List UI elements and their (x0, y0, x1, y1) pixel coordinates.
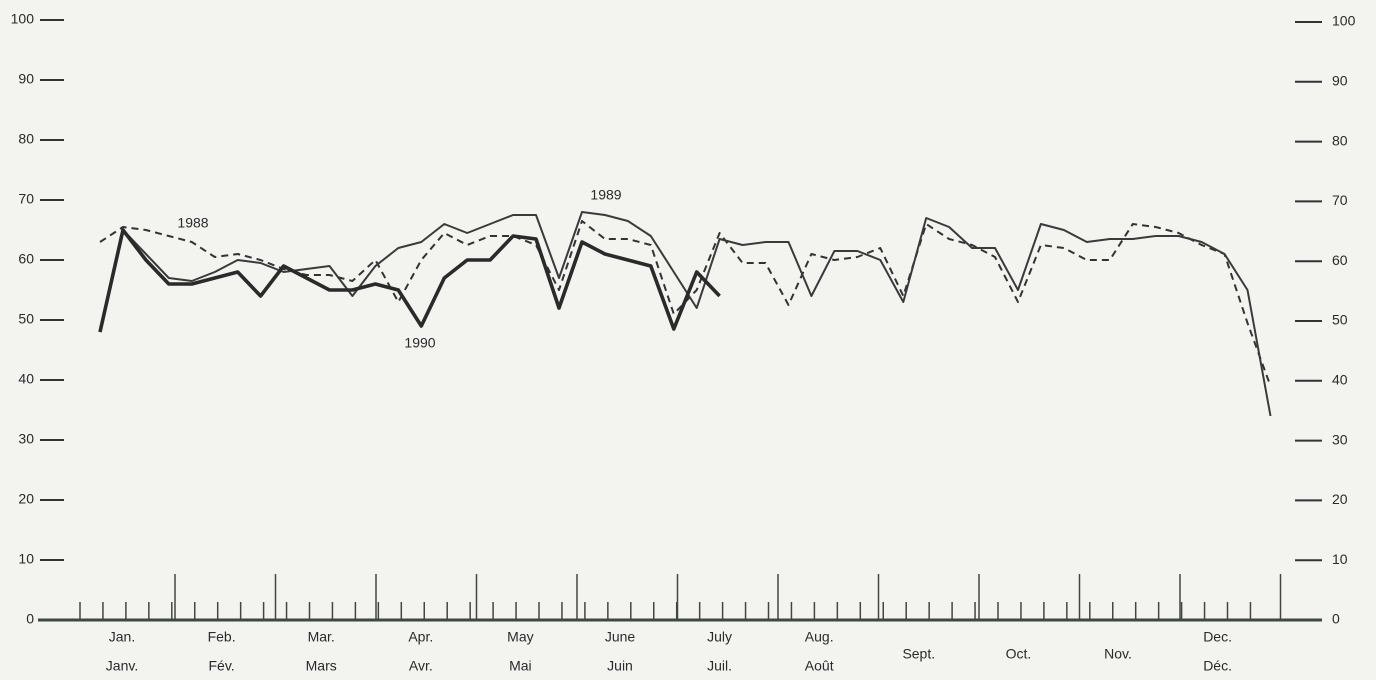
y-tick-label: 30 (18, 431, 34, 447)
month-label-fr: Janv. (106, 658, 138, 674)
month-label: Oct. (1006, 646, 1032, 662)
y2-tick-label: 100 (1332, 13, 1356, 29)
month-label-fr: Avr. (409, 658, 433, 674)
month-label-fr: Mars (306, 658, 337, 674)
month-label: Sept. (902, 646, 935, 662)
y-tick-label: 100 (11, 11, 35, 27)
y-tick-label: 70 (18, 191, 34, 207)
y-tick-label: 90 (18, 71, 34, 87)
month-label: Nov. (1104, 646, 1132, 662)
series-line (98, 228, 721, 333)
series-label: 1990 (404, 335, 435, 351)
month-label: Mar. (308, 629, 335, 645)
month-label: Feb. (208, 629, 236, 645)
month-label: June (605, 629, 636, 645)
series-label: 1989 (590, 187, 621, 203)
y2-tick-label: 60 (1332, 252, 1348, 268)
y2-tick-label: 0 (1332, 611, 1340, 627)
y2-tick-label: 50 (1332, 312, 1348, 328)
month-label-fr: Fév. (208, 658, 234, 674)
month-label: Jan. (109, 629, 135, 645)
month-label: July (707, 629, 732, 645)
y2-tick-label: 70 (1332, 192, 1348, 208)
series-label: 1988 (177, 215, 208, 231)
y-tick-label: 20 (18, 491, 34, 507)
month-label-fr: Déc. (1203, 658, 1232, 674)
month-label: May (507, 629, 533, 645)
month-label-fr: Août (805, 658, 834, 674)
month-label-fr: Juil. (707, 658, 732, 674)
y2-tick-label: 20 (1332, 491, 1348, 507)
month-label-fr: Juin (607, 658, 633, 674)
month-label-fr: Mai (509, 658, 532, 674)
month-label: Apr. (408, 629, 433, 645)
y2-tick-label: 40 (1332, 372, 1348, 388)
y2-tick-label: 80 (1332, 132, 1348, 148)
y-tick-label: 80 (18, 131, 34, 147)
y-tick-label: 60 (18, 251, 34, 267)
month-label: Dec. (1203, 629, 1232, 645)
y-tick-label: 50 (18, 311, 34, 327)
y2-tick-label: 30 (1332, 431, 1348, 447)
y2-tick-label: 90 (1332, 73, 1348, 89)
y-tick-label: 40 (18, 371, 34, 387)
y-tick-label: 10 (18, 551, 34, 567)
y-tick-label: 0 (26, 611, 34, 627)
month-label: Aug. (805, 629, 834, 645)
y2-tick-label: 10 (1332, 551, 1348, 567)
series-line (99, 211, 1272, 417)
